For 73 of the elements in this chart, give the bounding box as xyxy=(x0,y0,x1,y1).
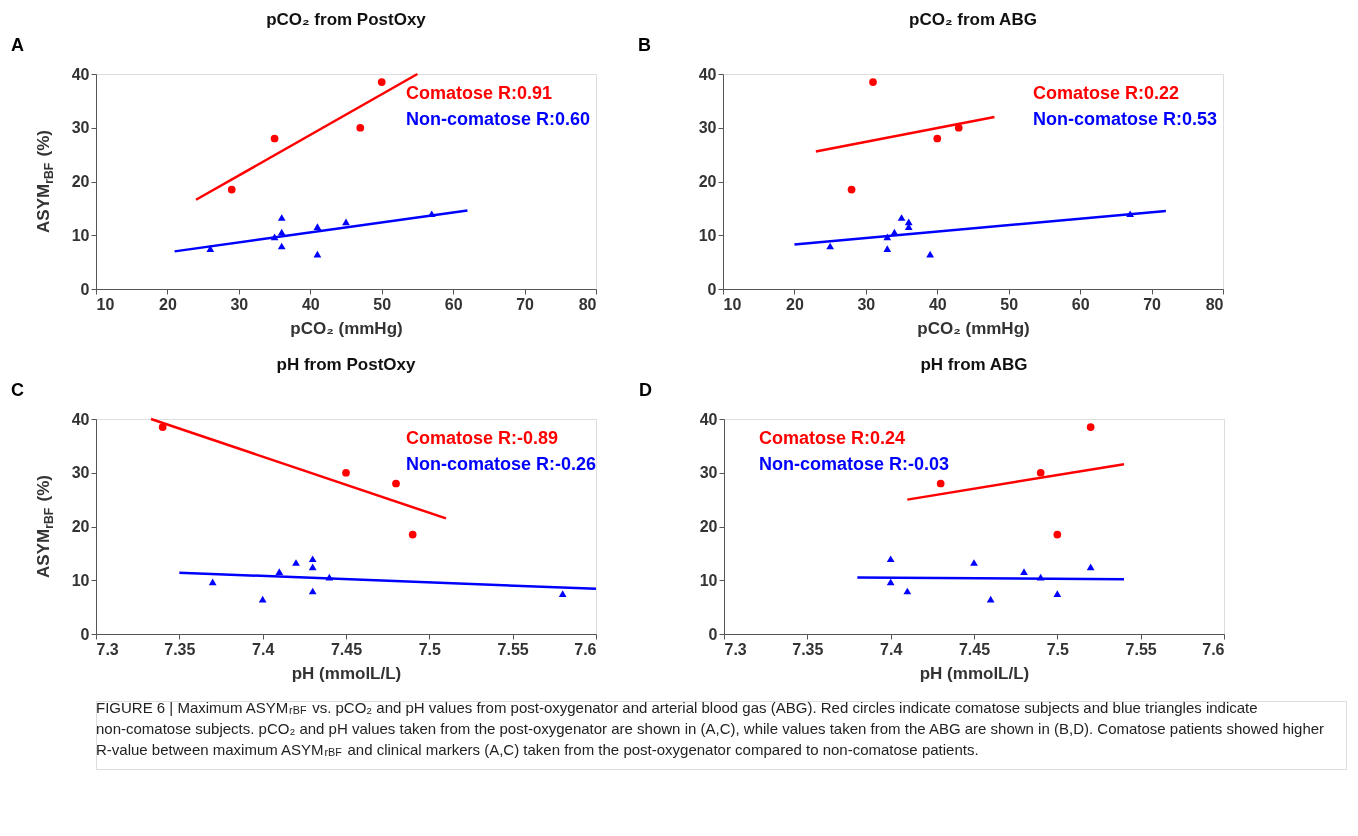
y-tick-label: 30 xyxy=(698,119,717,137)
x-tick-label: 50 xyxy=(373,295,392,313)
x-axis-title: pCO₂ (mmHg) xyxy=(290,318,403,338)
y-tick-label: 40 xyxy=(698,65,717,83)
x-tick-label: 80 xyxy=(578,295,597,313)
y-tick-label: 40 xyxy=(71,410,90,428)
y-tick-label: 0 xyxy=(708,625,718,643)
x-tick-label: 30 xyxy=(230,295,249,313)
y-tick-label: 20 xyxy=(699,518,718,535)
y-axis-title: ASYMrBF (%) xyxy=(34,475,56,578)
chart-title: pCO₂ from ABG xyxy=(909,10,1037,29)
x-tick-label: 7.55 xyxy=(497,640,529,658)
y-tick-label: 30 xyxy=(71,464,90,482)
x-tick-label: 7.55 xyxy=(1125,640,1157,658)
x-tick-label: 7.6 xyxy=(574,640,597,658)
text: C xyxy=(11,380,24,400)
text: Non-comatose R:-0.03 xyxy=(759,454,950,474)
y-axis-title: ASYMrBF (%) xyxy=(34,130,56,233)
y-tick-label: 40 xyxy=(699,410,718,428)
x-tick-label: 7.45 xyxy=(958,640,991,658)
x-tick-label: 7.6 xyxy=(1202,640,1225,658)
x-tick-label: 60 xyxy=(444,295,463,313)
text: Comatose R:0.24 xyxy=(759,428,906,448)
y-tick-label: 20 xyxy=(71,173,90,190)
x-tick-label: 10 xyxy=(723,295,742,313)
x-tick-label: 50 xyxy=(1000,295,1019,313)
caption: FIGURE 6 | Maximum ASYMrBF vs. pCO₂ and pH values from post-oxygenator and arterial blood gas (ABG). Red circles indicate comatose subjects and blue triangles indicate non-comatose subjects. pCO₂ and pH values taken from the post-oxygenator are shown in (A,C), while values taken from the ABG are shown in (B,D). Comatose patients showed higher R-value between maximum ASYMrBF and clinical markers (A,C) taken from the post-oxygenator compared to non-comatose patients. xyxy=(96,699,1325,758)
text: D xyxy=(639,380,652,400)
text: Comatose R:0.22 xyxy=(1033,83,1180,103)
x-tick-label: 7.4 xyxy=(252,640,275,658)
x-tick-label: 7.4 xyxy=(880,640,903,658)
x-tick-label: 40 xyxy=(928,295,947,313)
x-tick-label: 7.3 xyxy=(96,640,119,658)
x-tick-label: 7.35 xyxy=(792,640,824,658)
x-tick-label: 7.5 xyxy=(418,640,442,658)
chart-title: pH from ABG xyxy=(920,355,1028,374)
y-tick-label: 10 xyxy=(71,226,90,244)
x-tick-label: 20 xyxy=(159,295,177,313)
y-tick-label: 0 xyxy=(80,625,90,643)
text: Non-comatose R:-0.26 xyxy=(406,454,597,474)
chart-title: pCO₂ from PostOxy xyxy=(266,10,427,29)
x-tick-label: 20 xyxy=(786,295,804,313)
y-tick-label: 30 xyxy=(699,464,718,482)
x-tick-label: 70 xyxy=(516,295,535,313)
y-tick-label: 40 xyxy=(71,65,90,83)
text: A xyxy=(11,35,24,55)
x-tick-label: 7.45 xyxy=(330,640,363,658)
y-tick-label: 0 xyxy=(707,280,717,298)
x-axis-title: pH (mmolL/L) xyxy=(291,663,402,683)
x-tick-label: 7.35 xyxy=(164,640,196,658)
y-tick-label: 0 xyxy=(80,280,90,298)
series-label: Comatose R:0.91 xyxy=(406,83,553,103)
y-tick-label: 10 xyxy=(71,571,90,589)
chart-title: pH from PostOxy xyxy=(276,355,416,374)
x-tick-label: 80 xyxy=(1205,295,1224,313)
x-tick-label: 60 xyxy=(1071,295,1090,313)
x-tick-label: 30 xyxy=(857,295,876,313)
text: Non-comatose R:0.53 xyxy=(1033,109,1218,129)
text: B xyxy=(638,35,651,55)
x-axis-title: pH (mmolL/L) xyxy=(919,663,1030,683)
y-tick-label: 10 xyxy=(699,571,718,589)
y-tick-label: 20 xyxy=(698,173,717,190)
x-tick-label: 7.3 xyxy=(724,640,747,658)
x-axis-title: pCO₂ (mmHg) xyxy=(917,318,1030,338)
y-tick-label: 20 xyxy=(71,518,90,535)
x-tick-label: 40 xyxy=(301,295,320,313)
y-tick-label: 10 xyxy=(698,226,717,244)
x-tick-label: 7.5 xyxy=(1046,640,1070,658)
x-tick-label: 70 xyxy=(1143,295,1162,313)
y-tick-label: 30 xyxy=(71,119,90,137)
x-tick-label: 10 xyxy=(96,295,115,313)
series-label: Comatose R:-0.89 xyxy=(406,428,559,448)
text: Non-comatose R:0.60 xyxy=(406,109,591,129)
